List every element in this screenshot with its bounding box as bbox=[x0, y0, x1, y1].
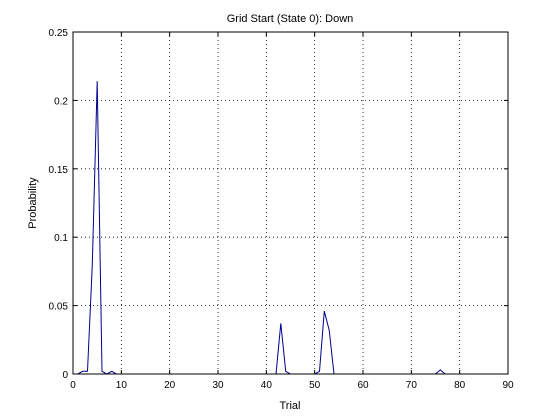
y-tick-label: 0.05 bbox=[49, 302, 69, 313]
x-tick-label: 90 bbox=[502, 380, 514, 391]
x-tick-label: 10 bbox=[116, 380, 128, 391]
y-tick-label: 0.1 bbox=[54, 233, 68, 244]
y-tick-label: 0 bbox=[62, 370, 68, 381]
y-tick-label: 0.15 bbox=[49, 165, 69, 176]
plot-frame bbox=[72, 31, 509, 375]
x-tick-label: 30 bbox=[212, 380, 224, 391]
plot-area bbox=[72, 31, 509, 375]
x-tick-label: 40 bbox=[261, 380, 273, 391]
y-tick-labels: 0 0.05 0.1 0.15 0.2 0.25 bbox=[49, 28, 69, 381]
x-tick-label: 0 bbox=[70, 380, 76, 391]
x-axis-label: Trial bbox=[280, 400, 301, 412]
x-tick-label: 50 bbox=[309, 380, 321, 391]
y-tick-label: 0.2 bbox=[54, 96, 68, 107]
y-tick-label: 0.25 bbox=[49, 28, 69, 39]
chart-title: Grid Start (State 0): Down bbox=[227, 13, 354, 25]
x-tick-label: 80 bbox=[454, 380, 466, 391]
x-tick-label: 60 bbox=[357, 380, 369, 391]
x-tick-label: 70 bbox=[406, 380, 418, 391]
grid bbox=[73, 32, 508, 374]
y-axis-label: Probability bbox=[27, 177, 39, 229]
x-tick-labels: 0 10 20 30 40 50 60 70 80 90 bbox=[70, 380, 514, 391]
x-tick-label: 20 bbox=[164, 380, 176, 391]
